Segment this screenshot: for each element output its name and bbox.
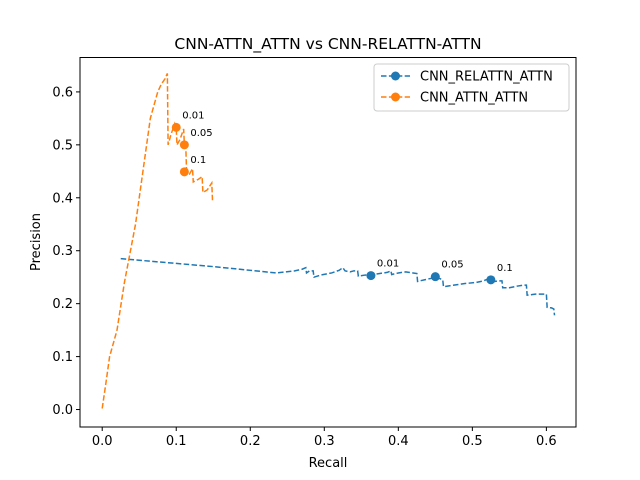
threshold-annotation: 0.1	[497, 263, 513, 274]
legend-marker-relattn	[391, 71, 400, 81]
y-axis-label: Precision	[29, 213, 44, 271]
y-tick-label: 0.5	[52, 138, 73, 153]
threshold-annotation: 0.05	[190, 128, 212, 139]
series-relattn-marker	[366, 271, 376, 281]
x-tick-label: 0.3	[314, 434, 335, 449]
series-attn-marker	[171, 122, 181, 132]
y-tick-label: 0.2	[52, 297, 73, 312]
legend: CNN_RELATTN_ATTN CNN_ATTN_ATTN	[373, 63, 570, 112]
y-tick-label: 0.4	[52, 191, 73, 206]
y-axis: 0.0 0.1 0.2 0.3 0.4 0.5 0.6	[52, 85, 80, 418]
plot-area: 0.01 0.05 0.1 0.01 0.05 0.1	[101, 73, 556, 409]
x-axis: 0.0 0.1 0.2 0.3 0.4 0.5 0.6	[92, 427, 557, 449]
y-tick-label: 0.0	[52, 403, 73, 418]
threshold-annotation: 0.1	[190, 155, 206, 166]
legend-box	[373, 63, 570, 112]
x-tick-label: 0.2	[240, 434, 261, 449]
series-attn-marker	[179, 140, 189, 150]
threshold-annotation: 0.05	[441, 260, 463, 271]
legend-marker-attn	[391, 92, 400, 102]
y-tick-label: 0.3	[52, 244, 73, 259]
legend-entry-attn: CNN_ATTN_ATTN	[381, 91, 528, 106]
plot-frame	[79, 57, 577, 428]
legend-label-relattn: CNN_RELATTN_ATTN	[420, 70, 553, 85]
series-attn-line	[101, 73, 214, 409]
x-tick-label: 0.4	[388, 434, 409, 449]
legend-label-attn: CNN_ATTN_ATTN	[420, 91, 528, 106]
y-tick-label: 0.1	[52, 350, 73, 365]
chart-title: CNN-ATTN_ATTN vs CNN-RELATTN-ATTN	[174, 35, 481, 54]
series-relattn-marker	[430, 272, 440, 282]
x-tick-label: 0.1	[166, 434, 187, 449]
x-tick-label: 0.0	[92, 434, 113, 449]
x-tick-label: 0.6	[536, 434, 557, 449]
x-axis-label: Recall	[309, 456, 348, 471]
x-tick-label: 0.5	[462, 434, 483, 449]
series-attn-marker	[179, 167, 189, 177]
threshold-annotation: 0.01	[377, 259, 399, 270]
legend-entry-relattn: CNN_RELATTN_ATTN	[381, 70, 553, 85]
series-relattn-line	[120, 257, 556, 316]
threshold-annotation: 0.01	[182, 110, 204, 121]
y-tick-label: 0.6	[52, 85, 73, 100]
series-relattn-marker	[486, 275, 496, 285]
